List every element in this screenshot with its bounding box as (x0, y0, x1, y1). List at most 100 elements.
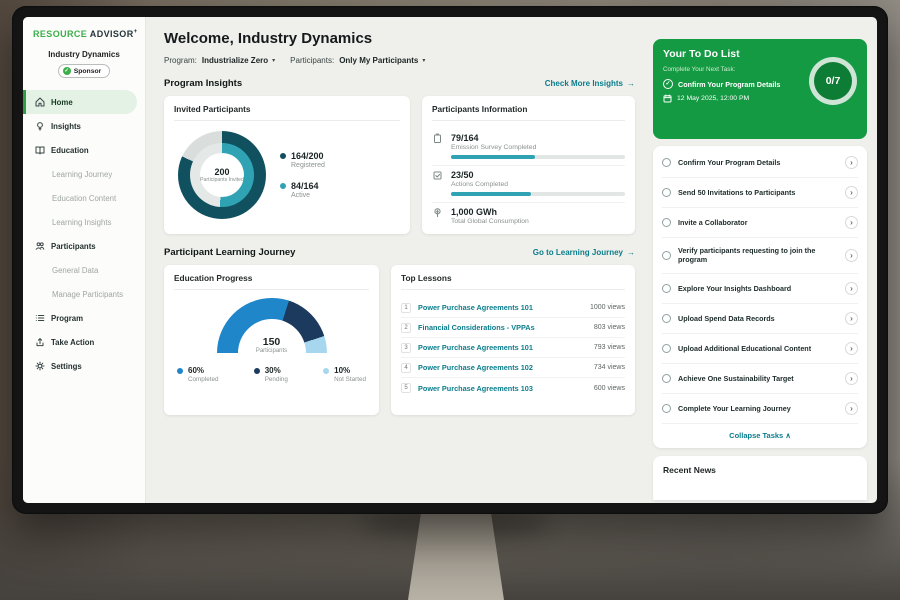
sidebar-item-education[interactable]: Education (23, 138, 145, 162)
card-title: Education Progress (174, 273, 369, 290)
sidebar-item-label: Learning Insights (52, 217, 112, 227)
sidebar-item-label: Manage Participants (52, 289, 124, 299)
logo-advisor: ADVISOR (89, 29, 134, 39)
legend-label: Pending (264, 376, 288, 383)
task-row[interactable]: Invite a Collaborator › (662, 208, 858, 238)
legend-dot (280, 183, 286, 189)
section-title: Participant Learning Journey (164, 247, 296, 258)
task-row[interactable]: Upload Additional Educational Content › (662, 334, 858, 364)
donut-center-label: Participants Invited (200, 176, 244, 183)
lesson-views: 803 views (593, 324, 625, 331)
lesson-link[interactable]: Power Purchase Agreements 101 (418, 343, 533, 352)
app-logo: RESOURCE ADVISOR+ (23, 29, 145, 39)
participants-filter-dropdown[interactable]: Only My Participants ▾ (339, 56, 425, 65)
gear-icon (35, 361, 45, 371)
clipboard-icon (434, 133, 441, 143)
sidebar-item-settings[interactable]: Settings (23, 354, 145, 378)
task-checkbox[interactable] (662, 343, 671, 353)
lesson-row[interactable]: 2 Financial Considerations - VPPAs 803 v… (401, 318, 625, 338)
legend-value: 30% (264, 366, 281, 375)
todo-next-task[interactable]: ✓ Confirm Your Program Details (663, 79, 813, 89)
task-checkbox[interactable] (662, 250, 671, 260)
sidebar-item-label: Learning Journey (52, 169, 113, 179)
invited-donut-chart: 200 Participants Invited (178, 131, 266, 219)
gauge-center-value: 150 (262, 336, 281, 348)
page-title: Welcome, Industry Dynamics (164, 30, 373, 47)
lesson-row[interactable]: 5 Power Purchase Agreements 103 600 view… (401, 378, 625, 398)
task-checkbox[interactable] (662, 313, 671, 323)
lesson-row[interactable]: 4 Power Purchase Agreements 102 734 view… (401, 358, 625, 378)
sidebar-item-program[interactable]: Program (23, 306, 145, 330)
list-icon (35, 315, 45, 321)
lesson-link[interactable]: Power Purchase Agreements 102 (418, 363, 533, 372)
task-row[interactable]: Achieve One Sustainability Target › (662, 364, 858, 394)
task-checkbox[interactable] (662, 188, 671, 197)
todo-next-task-label: Confirm Your Program Details (678, 79, 781, 89)
sidebar-item-learning-journey[interactable]: Learning Journey (23, 162, 145, 186)
lesson-link[interactable]: Power Purchase Agreements 103 (418, 383, 533, 393)
info-value: 1,000 GWh (451, 207, 498, 217)
chevron-down-icon: ▾ (272, 58, 276, 64)
todo-time-label: 12 May 2025, 12:00 PM (677, 95, 750, 102)
collapse-tasks-link[interactable]: Collapse Tasks ∧ (662, 424, 858, 446)
chevron-right-icon[interactable]: › (845, 156, 858, 169)
sidebar-item-take-action[interactable]: Take Action (23, 330, 145, 354)
chevron-right-icon[interactable]: › (845, 186, 858, 199)
todo-progress-ring: 0/7 (809, 57, 857, 105)
chevron-right-icon[interactable]: › (845, 401, 858, 415)
task-checkbox[interactable] (662, 373, 671, 383)
sponsor-badge[interactable]: ✓ Sponsor (57, 64, 111, 78)
todo-panel: Your To Do List Complete Your Next Task:… (653, 17, 877, 503)
task-checkbox[interactable] (662, 158, 671, 167)
lesson-row[interactable]: 3 Power Purchase Agreements 101 793 view… (401, 338, 625, 358)
chevron-right-icon[interactable]: › (845, 311, 858, 325)
legend-dot (177, 367, 183, 374)
chevron-right-icon[interactable]: › (845, 371, 858, 385)
lesson-rank: 1 (401, 302, 411, 313)
sidebar-item-label: Settings (51, 361, 82, 371)
info-value: 79/164 (451, 133, 479, 143)
sidebar-item-general-data[interactable]: General Data (23, 258, 145, 282)
chevron-right-icon[interactable]: › (845, 341, 858, 355)
chevron-right-icon[interactable]: › (845, 248, 858, 262)
lesson-link[interactable]: Financial Considerations - VPPAs (418, 323, 535, 332)
task-label: Confirm Your Program Details (678, 157, 781, 167)
lesson-row[interactable]: 1 Power Purchase Agreements 101 1000 vie… (401, 298, 625, 318)
task-row[interactable]: Upload Spend Data Records › (662, 304, 858, 334)
donut-center-value: 200 (214, 166, 230, 177)
task-checkbox[interactable] (662, 283, 671, 293)
sidebar-item-insights[interactable]: Insights (23, 114, 145, 138)
check-more-insights-link[interactable]: Check More Insights → (545, 79, 635, 88)
task-label: Upload Additional Educational Content (678, 343, 812, 353)
chevron-right-icon[interactable]: › (845, 281, 858, 295)
chevron-right-icon[interactable]: › (845, 216, 858, 229)
legend-value: 60% (188, 366, 205, 375)
logo-plus: + (133, 29, 138, 35)
sidebar-item-home[interactable]: Home (23, 90, 137, 114)
lesson-rank: 2 (401, 322, 411, 333)
sidebar-item-participants[interactable]: Participants (23, 234, 145, 258)
calendar-icon (663, 94, 672, 103)
sidebar-item-learning-insights[interactable]: Learning Insights (23, 210, 145, 234)
task-checkbox[interactable] (662, 218, 671, 227)
legend-value: 84/164 (291, 181, 319, 191)
logo-resource: RESOURCE (33, 29, 88, 39)
task-row[interactable]: Send 50 Invitations to Participants › (662, 178, 858, 208)
task-row[interactable]: Explore Your Insights Dashboard › (662, 274, 858, 304)
task-row[interactable]: Complete Your Learning Journey › (662, 394, 858, 424)
task-row[interactable]: Verify participants requesting to join t… (662, 238, 858, 274)
recent-news-card: Recent News (653, 455, 867, 500)
check-circle-icon: ✓ (663, 79, 673, 89)
education-gauge-chart: 150 Participants (216, 298, 327, 354)
task-row[interactable]: Confirm Your Program Details › (662, 148, 858, 178)
go-to-learning-journey-link[interactable]: Go to Learning Journey → (533, 248, 635, 257)
sidebar-item-education-content[interactable]: Education Content (23, 186, 145, 210)
legend-item-pending: 30% Pending (253, 366, 288, 383)
check-square-icon (433, 171, 442, 180)
lesson-link[interactable]: Power Purchase Agreements 101 (418, 303, 533, 312)
task-checkbox[interactable] (662, 403, 671, 413)
sidebar-item-manage-participants[interactable]: Manage Participants (23, 282, 145, 306)
task-label: Invite a Collaborator (678, 217, 748, 227)
program-filter-dropdown[interactable]: Industrialize Zero ▾ (202, 56, 275, 65)
insights-cards-row: Invited Participants 200 Participants In… (164, 96, 635, 234)
